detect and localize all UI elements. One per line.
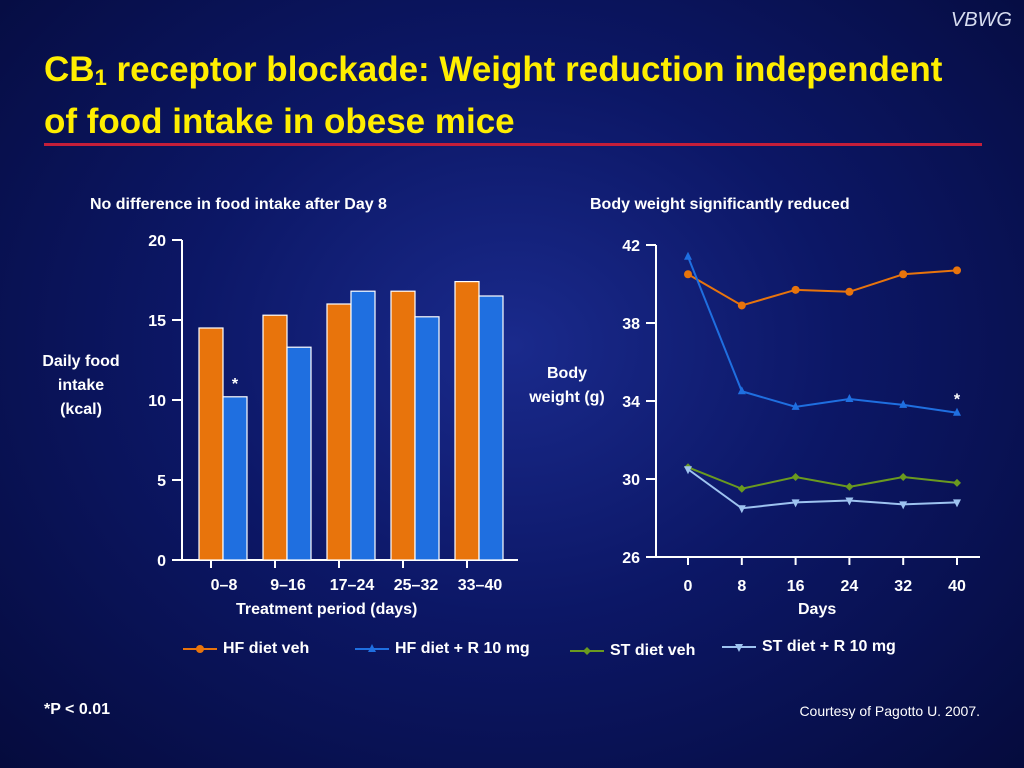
title-rest: receptor blockade: Weight reduction inde… xyxy=(44,50,943,141)
legend-item-hf-r10: HF diet + R 10 mg xyxy=(355,640,530,658)
line-x-tick-label: 32 xyxy=(894,578,912,595)
line-y-tick-label: 38 xyxy=(622,316,640,333)
bar-chart-title: No difference in food intake after Day 8 xyxy=(90,196,387,213)
line-y-tick-label: 26 xyxy=(622,550,640,567)
series-line xyxy=(687,269,958,307)
line-x-tick-label: 16 xyxy=(787,578,805,595)
slide-title: CB1 receptor blockade: Weight reduction … xyxy=(44,48,984,144)
data-point xyxy=(953,266,961,275)
legend-item-st-r10: ST diet + R 10 mg xyxy=(722,638,896,656)
title-cb: CB xyxy=(44,50,95,89)
data-point xyxy=(791,499,800,508)
bar xyxy=(390,290,416,561)
title-divider xyxy=(44,143,982,146)
legend-marker-triangle-down-icon xyxy=(722,644,756,652)
bar xyxy=(414,316,440,561)
legend: HF diet veh HF diet + R 10 mg ST diet ve… xyxy=(0,638,1024,670)
legend-marker-triangle-up-icon xyxy=(355,644,389,652)
bar xyxy=(222,396,248,561)
legend-label: ST diet + R 10 mg xyxy=(762,638,896,655)
data-point xyxy=(737,301,746,310)
credit: Courtesy of Pagotto U. 2007. xyxy=(799,703,980,719)
data-point xyxy=(845,497,854,506)
bar xyxy=(454,281,480,561)
footnote: *P < 0.01 xyxy=(44,701,110,718)
line-chart-ylabel: Body weight (g) xyxy=(529,365,605,406)
bar xyxy=(478,295,504,561)
line-y-tick-label: 42 xyxy=(622,238,640,255)
data-point xyxy=(737,484,746,493)
bar xyxy=(262,314,288,561)
legend-label: ST diet veh xyxy=(610,642,696,659)
line-y-tick-label: 34 xyxy=(622,394,640,411)
bar-y-tick-label: 0 xyxy=(157,553,166,570)
legend-marker-circle-icon xyxy=(183,645,217,653)
data-point xyxy=(899,501,908,510)
legend-marker xyxy=(196,645,204,653)
bar-x-tick-label: 25–32 xyxy=(394,577,439,594)
line-x-tick-label: 0 xyxy=(684,578,693,595)
data-point xyxy=(791,401,800,410)
bar-y-tick-label: 15 xyxy=(148,313,166,330)
significance-asterisk: * xyxy=(232,376,239,393)
bar xyxy=(198,327,224,561)
bar-y-tick-label: 20 xyxy=(148,233,166,250)
line-chart-title: Body weight significantly reduced xyxy=(590,196,850,213)
legend-marker xyxy=(583,647,591,655)
legend-item-hf-veh: HF diet veh xyxy=(183,640,309,658)
bar xyxy=(286,346,312,561)
data-point xyxy=(791,473,800,482)
legend-item-st-veh: ST diet veh xyxy=(570,642,695,660)
data-point xyxy=(953,478,961,487)
line-x-tick-label: 24 xyxy=(841,578,859,595)
line-y-tick-label: 30 xyxy=(622,472,640,489)
line-x-tick-label: 8 xyxy=(737,578,746,595)
legend-marker xyxy=(368,644,376,652)
legend-label: HF diet + R 10 mg xyxy=(395,640,530,657)
data-point xyxy=(953,407,961,416)
bar-x-tick-label: 0–8 xyxy=(211,577,238,594)
line-x-tick-label: 40 xyxy=(948,578,966,595)
data-point xyxy=(845,394,854,403)
data-point xyxy=(737,386,746,395)
data-point xyxy=(953,499,961,508)
bar-chart-ylabel: Daily food intake (kcal) xyxy=(42,353,120,418)
legend-marker xyxy=(735,644,743,652)
series-line xyxy=(687,468,958,510)
series-line xyxy=(687,466,958,490)
series-line xyxy=(687,256,958,414)
data-point xyxy=(684,270,692,279)
legend-marker-diamond-icon xyxy=(570,647,604,655)
bar-y-tick-label: 5 xyxy=(157,473,166,490)
bar xyxy=(326,303,352,561)
data-point xyxy=(737,505,746,514)
brand-label: VBWG xyxy=(950,9,1012,31)
bar-x-tick-label: 17–24 xyxy=(330,577,375,594)
data-point xyxy=(684,251,692,260)
data-point xyxy=(899,270,908,279)
data-point xyxy=(899,399,908,408)
bar xyxy=(350,290,376,561)
data-point xyxy=(845,482,854,491)
data-point xyxy=(845,287,854,296)
legend-label: HF diet veh xyxy=(223,640,310,657)
data-point xyxy=(684,466,692,475)
bar-y-tick-label: 10 xyxy=(148,393,166,410)
title-subscript: 1 xyxy=(94,65,107,90)
bar-x-tick-label: 33–40 xyxy=(458,577,503,594)
bar-x-tick-label: 9–16 xyxy=(270,577,306,594)
data-point xyxy=(899,473,908,482)
bar-chart-xlabel: Treatment period (days) xyxy=(236,601,418,618)
data-point xyxy=(791,285,800,294)
significance-asterisk: * xyxy=(954,392,961,409)
line-chart-xlabel: Days xyxy=(798,601,837,618)
